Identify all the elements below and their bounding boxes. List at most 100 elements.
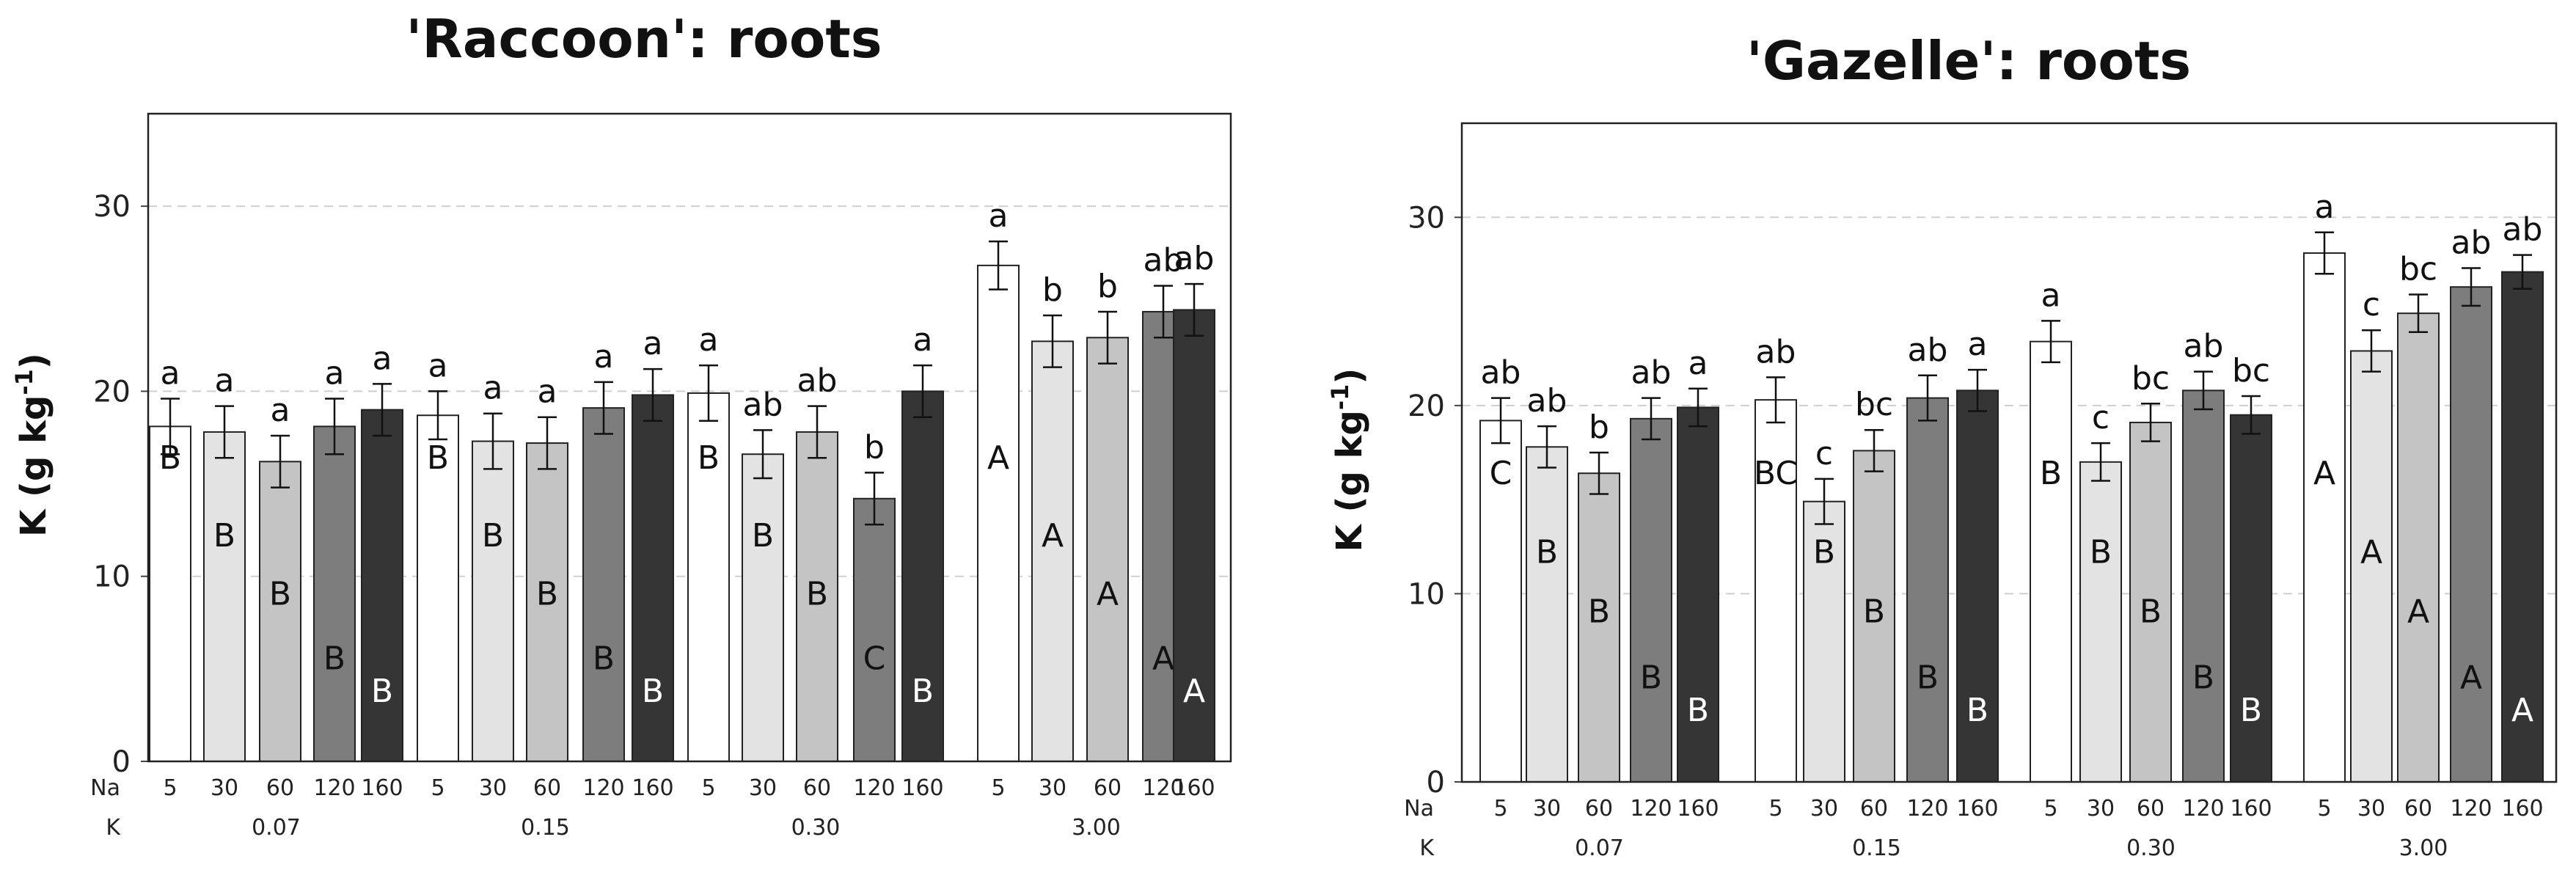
na-level-label: 5 [163,775,177,801]
na-level-label: 120 [1630,796,1672,822]
na-level-label: 30 [2087,796,2115,822]
significance-letter-upper: A [2407,593,2429,631]
significance-letter-upper: A [1152,640,1174,678]
significance-letter-lower: bc [2232,352,2270,389]
significance-letter-lower: a [538,373,557,411]
significance-letter-upper: B [2240,692,2262,729]
bar [313,425,356,762]
bar [1173,309,1215,762]
bar [582,407,625,762]
y-tick-label: 0 [1427,766,1445,800]
na-level-label: 120 [582,775,624,801]
bar [203,431,246,763]
significance-letter-upper: A [987,439,1009,477]
na-level-label: 60 [1860,796,1888,822]
significance-letter-lower: b [1042,271,1063,309]
bar [1906,397,1949,783]
significance-letter-lower: bc [2399,250,2437,288]
na-level-label: 160 [1173,775,1215,801]
bar [2450,286,2492,783]
significance-letter-lower: a [483,370,503,407]
significance-letter-lower: ab [1481,354,1521,392]
y-tick-label: 30 [1408,201,1445,235]
na-level-label: 60 [266,775,294,801]
y-tick-label: 20 [1408,389,1445,423]
na-level-label: 5 [991,775,1005,801]
significance-letter-upper: B [2090,534,2112,571]
bar [2501,271,2544,783]
na-level-label: 30 [1810,796,1838,822]
na-row-label: Na [1404,796,1434,822]
significance-letter-upper: A [1042,517,1064,555]
significance-letter-lower: a [594,338,614,376]
y-axis-label-superscript: -1 [10,369,38,395]
bar [2397,312,2440,783]
significance-letter-upper: A [2460,659,2482,696]
y-axis-label-text: K (g kg [13,395,54,537]
na-level-label: 160 [1677,796,1719,822]
bar [2182,389,2225,783]
significance-letter-upper: C [1490,455,1512,492]
significance-letter-upper: B [536,575,558,612]
significance-letter-lower: a [215,362,235,400]
significance-letter-upper: B [752,517,774,555]
bar [632,394,674,763]
significance-letter-upper: B [1863,593,1885,631]
na-level-label: 120 [2450,796,2492,822]
na-level-label: 30 [1039,775,1066,801]
significance-letter-lower: c [2092,399,2110,436]
y-axis-label-close: ) [1329,368,1370,384]
significance-letter-lower: ab [1174,240,1215,277]
bar [1677,406,1719,783]
bar [796,431,838,763]
significance-letter-lower: c [2363,286,2380,323]
significance-letter-lower: ab [1527,382,1567,420]
k-group-label: 0.30 [791,815,841,841]
significance-letter-lower: b [864,428,885,466]
bar [687,392,730,762]
significance-letter-lower: a [643,325,663,362]
significance-letter-upper: B [593,640,615,678]
na-level-label: 60 [1585,796,1613,822]
na-level-label: 5 [1493,796,1507,822]
significance-letter-upper: B [2192,659,2214,696]
significance-letter-upper: B [2040,455,2062,492]
na-row-label: Na [90,775,120,801]
y-tick-label: 10 [93,560,131,594]
significance-letter-lower: b [1097,268,1118,305]
bar [526,442,568,762]
significance-letter-lower: ab [2451,224,2492,262]
significance-letter-upper: BC [1754,455,1798,492]
k-group-label: 0.07 [1575,835,1624,861]
significance-letter-upper: B [1640,659,1662,696]
chart-title: 'Gazelle': roots [1746,30,2191,92]
significance-letter-lower: ab [743,386,783,423]
na-level-label: 30 [2357,796,2385,822]
na-level-label: 60 [533,775,561,801]
y-axis-label-superscript: -1 [1326,384,1354,411]
na-level-label: 5 [1768,796,1782,822]
significance-letter-upper: C [863,640,886,678]
significance-letter-upper: B [1536,534,1558,571]
significance-letter-upper: B [2140,593,2162,631]
na-level-label: 120 [1142,775,1184,801]
significance-letter-lower: a [325,355,345,392]
significance-letter-lower: a [1968,326,1988,363]
plot-frame [1460,122,2558,783]
significance-letter-upper: B [482,517,504,555]
bar [1031,340,1074,763]
na-level-label: 30 [211,775,238,801]
k-row-label: K [106,815,121,841]
y-tick-label: 10 [1408,577,1445,611]
y-axis-label-close: ) [13,353,54,369]
significance-letter-lower: c [1815,435,1833,472]
significance-letter-upper: B [427,439,449,477]
na-level-label: 5 [431,775,444,801]
na-level-label: 120 [853,775,895,801]
k-group-label: 0.15 [1852,835,1901,861]
significance-letter-upper: B [1813,534,1835,571]
significance-letter-lower: ab [1908,332,1948,369]
k-group-label: 3.00 [1072,815,1121,841]
na-level-label: 160 [1956,796,1998,822]
